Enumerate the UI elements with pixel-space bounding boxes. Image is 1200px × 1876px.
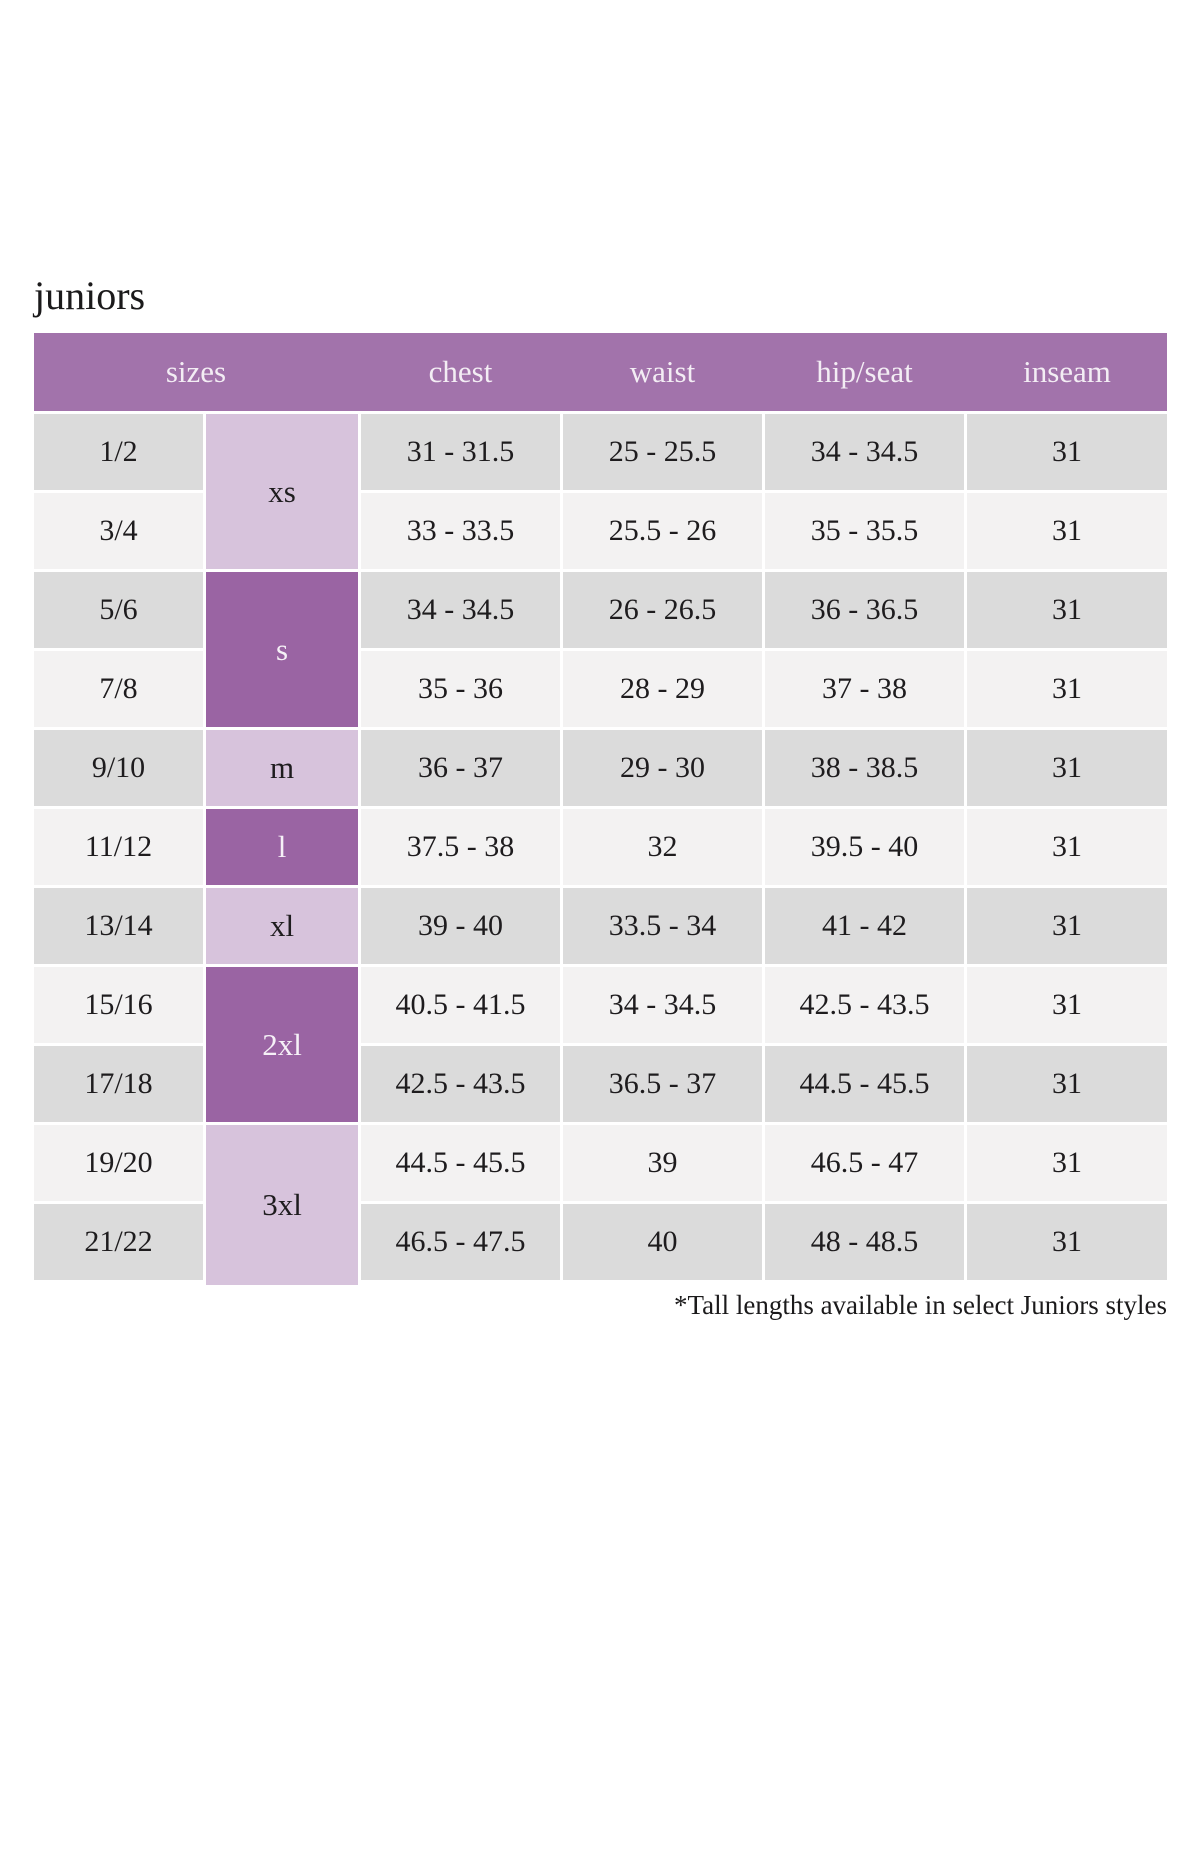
- inseam-cell: 31: [967, 1204, 1167, 1280]
- size-group-cell-m: m: [206, 730, 358, 806]
- chest-cell: 39 - 40: [361, 888, 560, 964]
- juniors-size-chart-table: sizes chest waist hip/seat inseam 1/2 31 …: [34, 333, 1167, 1285]
- size-cell: 1/2: [34, 414, 203, 490]
- hip-seat-cell: 41 - 42: [765, 888, 964, 964]
- waist-cell: 32: [563, 809, 762, 885]
- inseam-cell: 31: [967, 572, 1167, 648]
- hip-seat-cell: 42.5 - 43.5: [765, 967, 964, 1043]
- size-group-cell-xs: xs: [206, 414, 358, 569]
- waist-cell: 36.5 - 37: [563, 1046, 762, 1122]
- inseam-cell: 31: [967, 651, 1167, 727]
- size-cell: 15/16: [34, 967, 203, 1043]
- hip-seat-cell: 37 - 38: [765, 651, 964, 727]
- chest-cell: 35 - 36: [361, 651, 560, 727]
- hip-seat-cell: 35 - 35.5: [765, 493, 964, 569]
- inseam-cell: 31: [967, 730, 1167, 806]
- column-header-waist: waist: [629, 354, 696, 389]
- size-cell: 13/14: [34, 888, 203, 964]
- inseam-cell: 31: [967, 493, 1167, 569]
- size-chart-page: juniors sizes chest waist hip/seat insea…: [0, 276, 1200, 1321]
- size-cell: 17/18: [34, 1046, 203, 1122]
- size-cell: 3/4: [34, 493, 203, 569]
- table-header-row: sizes chest waist hip/seat inseam: [34, 333, 1167, 411]
- hip-seat-cell: 46.5 - 47: [765, 1125, 964, 1201]
- waist-cell: 28 - 29: [563, 651, 762, 727]
- size-group-cell-l: l: [206, 809, 358, 885]
- size-group-cell-xl: xl: [206, 888, 358, 964]
- hip-seat-cell: 38 - 38.5: [765, 730, 964, 806]
- column-header-hip-seat: hip/seat: [816, 354, 913, 389]
- page-title: juniors: [34, 273, 146, 318]
- size-cell: 7/8: [34, 651, 203, 727]
- footnote: *Tall lengths available in select Junior…: [673, 1290, 1167, 1320]
- inseam-cell: 31: [967, 414, 1167, 490]
- size-group-cell-s: s: [206, 572, 358, 727]
- waist-cell: 33.5 - 34: [563, 888, 762, 964]
- inseam-cell: 31: [967, 967, 1167, 1043]
- chest-cell: 42.5 - 43.5: [361, 1046, 560, 1122]
- chest-cell: 37.5 - 38: [361, 809, 560, 885]
- column-header-chest: chest: [428, 354, 493, 389]
- inseam-cell: 31: [967, 1046, 1167, 1122]
- chest-cell: 46.5 - 47.5: [361, 1204, 560, 1280]
- size-cell: 9/10: [34, 730, 203, 806]
- inseam-cell: 31: [967, 809, 1167, 885]
- chest-cell: 40.5 - 41.5: [361, 967, 560, 1043]
- chest-cell: 44.5 - 45.5: [361, 1125, 560, 1201]
- size-cell: 19/20: [34, 1125, 203, 1201]
- waist-cell: 29 - 30: [563, 730, 762, 806]
- waist-cell: 26 - 26.5: [563, 572, 762, 648]
- chest-cell: 36 - 37: [361, 730, 560, 806]
- waist-cell: 39: [563, 1125, 762, 1201]
- waist-cell: 40: [563, 1204, 762, 1280]
- size-group-cell-3xl: 3xl: [206, 1125, 358, 1285]
- hip-seat-cell: 48 - 48.5: [765, 1204, 964, 1280]
- size-cell: 11/12: [34, 809, 203, 885]
- hip-seat-cell: 34 - 34.5: [765, 414, 964, 490]
- waist-cell: 25.5 - 26: [563, 493, 762, 569]
- inseam-cell: 31: [967, 888, 1167, 964]
- waist-cell: 34 - 34.5: [563, 967, 762, 1043]
- chest-cell: 31 - 31.5: [361, 414, 560, 490]
- hip-seat-cell: 44.5 - 45.5: [765, 1046, 964, 1122]
- column-header-inseam: inseam: [1023, 354, 1111, 389]
- chest-cell: 33 - 33.5: [361, 493, 560, 569]
- size-group-cell-2xl: 2xl: [206, 967, 358, 1122]
- inseam-cell: 31: [967, 1125, 1167, 1201]
- size-cell: 5/6: [34, 572, 203, 648]
- column-header-sizes: sizes: [165, 354, 227, 389]
- hip-seat-cell: 36 - 36.5: [765, 572, 964, 648]
- size-cell: 21/22: [34, 1204, 203, 1280]
- waist-cell: 25 - 25.5: [563, 414, 762, 490]
- hip-seat-cell: 39.5 - 40: [765, 809, 964, 885]
- chest-cell: 34 - 34.5: [361, 572, 560, 648]
